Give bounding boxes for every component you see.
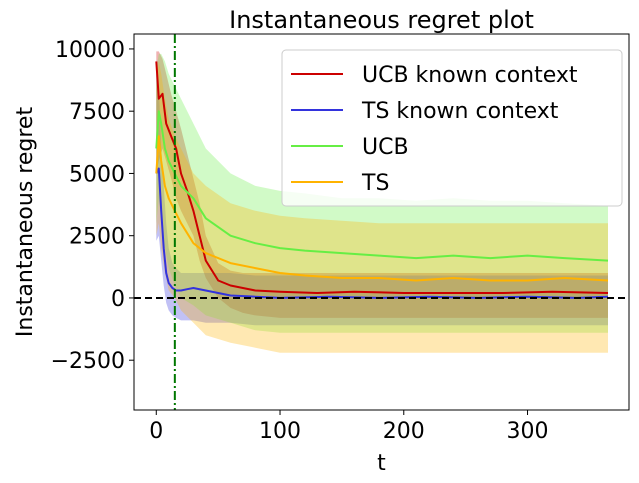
x-tick-label: 100 <box>259 419 301 444</box>
legend-label-ucb-known-context: UCB known context <box>362 63 578 88</box>
legend-items: UCB known context TS known context UCB TS <box>291 63 578 196</box>
line-ucb-known-context <box>155 61 609 294</box>
legend-label-ts: TS <box>361 171 389 196</box>
legend: UCB known context TS known context UCB TS <box>281 49 623 207</box>
band-ucb <box>156 53 609 333</box>
y-tick-label: 0 <box>111 287 125 312</box>
x-tick-label: 300 <box>507 419 549 444</box>
series-lines <box>155 61 609 299</box>
y-tick-label: −2500 <box>51 349 125 374</box>
y-axis-ticks: −2500 0 2500 5000 7500 10000 <box>51 38 134 374</box>
legend-label-ts-known-context: TS known context <box>361 99 559 124</box>
y-tick-label: 2500 <box>69 225 125 250</box>
y-tick-label: 5000 <box>69 162 125 187</box>
line-ts <box>155 135 609 282</box>
line-ucb <box>155 110 609 262</box>
reference-lines <box>134 34 629 410</box>
y-axis-label: Instantaneous regret <box>13 107 38 338</box>
band-ts-known-context <box>156 73 609 326</box>
y-tick-label: 10000 <box>55 38 125 63</box>
plot-frame <box>133 33 630 411</box>
x-tick-label: 200 <box>383 419 425 444</box>
x-axis-label: t <box>377 451 386 476</box>
y-tick-label: 7500 <box>69 100 125 125</box>
chart-title: Instantaneous regret plot <box>229 6 534 34</box>
legend-label-ucb: UCB <box>362 135 409 160</box>
x-tick-label: 0 <box>149 419 163 444</box>
legend-box <box>281 49 623 207</box>
x-axis-ticks: 0 100 200 300 <box>149 410 549 444</box>
